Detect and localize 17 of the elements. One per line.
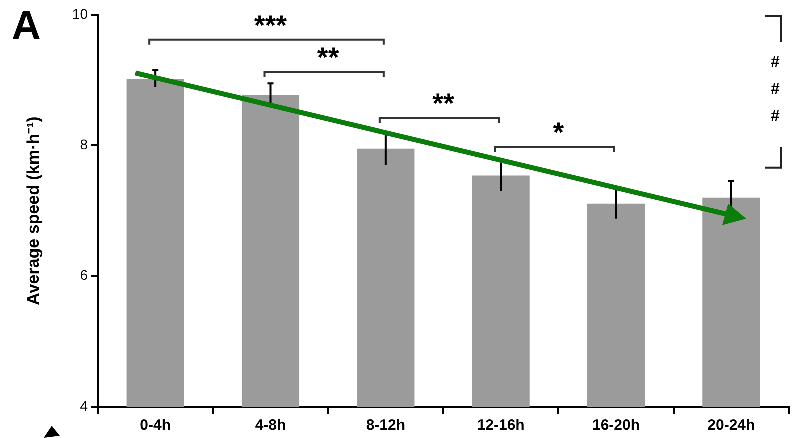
annotation: ### xyxy=(770,52,781,127)
x-tick-label: 16-20h xyxy=(592,417,640,434)
x-tick-label: 4-8h xyxy=(255,417,286,434)
y-tick-label: 10 xyxy=(72,6,88,22)
y-tick-label: 8 xyxy=(80,136,88,153)
text: A xyxy=(12,4,41,48)
y-tick-label: 4 xyxy=(80,398,88,414)
y-axis-title: Average speed (km·h⁻¹) xyxy=(24,116,43,306)
annotation: ** xyxy=(432,88,456,120)
annotation: *** xyxy=(253,10,288,41)
x-tick-label: 12-16h xyxy=(477,417,525,434)
x-tick-label: 0-4h xyxy=(140,417,172,434)
x-tick-label: 8-12h xyxy=(366,417,406,434)
annotation: ** xyxy=(316,42,340,74)
annotation: * xyxy=(552,116,566,148)
y-tick-label: 6 xyxy=(80,267,88,284)
x-tick-label: 20-24h xyxy=(708,417,756,434)
